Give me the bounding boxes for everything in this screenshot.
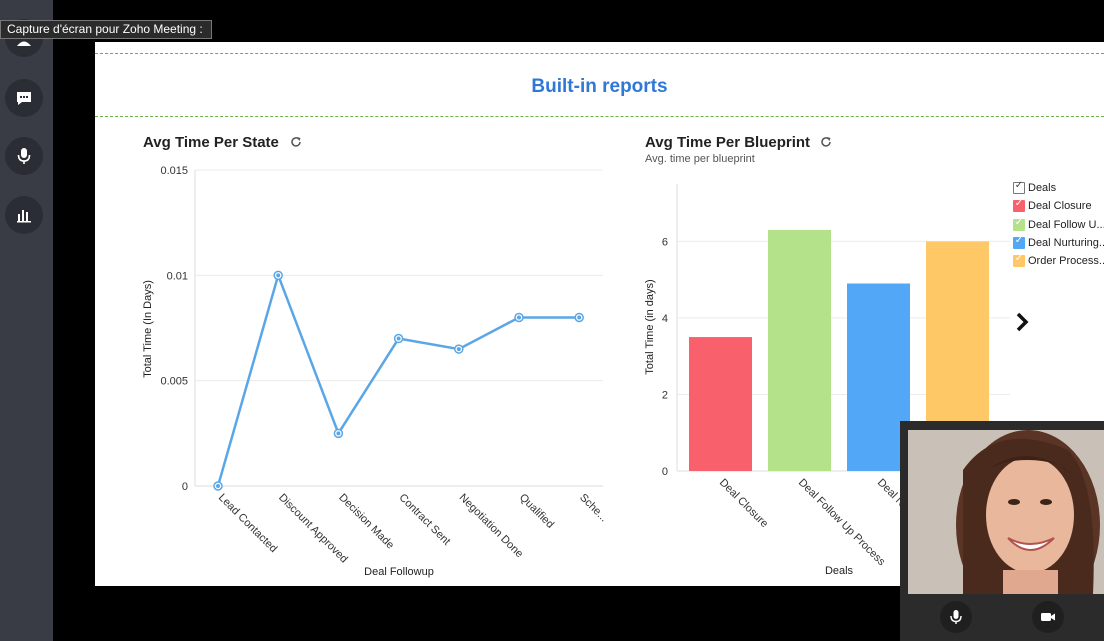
chart-subtitle: Avg. time per blueprint [645, 153, 755, 165]
x-tick-label: Negotiation Done [457, 492, 526, 561]
bar [768, 229, 831, 471]
legend-checkbox[interactable]: ✓ [1013, 253, 1025, 268]
y-tick-label: 2 [662, 389, 668, 401]
legend-item[interactable]: ✓ Deal Nurturing... [1013, 234, 1104, 252]
poll-icon [17, 210, 31, 223]
data-point-core [456, 347, 461, 352]
y-tick-label: 4 [662, 313, 668, 325]
bottom-divider [95, 116, 1104, 117]
chat-icon [17, 92, 31, 105]
x-tick-label: Deal Closure [717, 477, 770, 530]
y-tick-label: 0.01 [167, 270, 188, 282]
camera-icon [1041, 613, 1055, 621]
video-tile [900, 421, 1104, 641]
y-tick-label: 0 [662, 466, 668, 478]
legend-item[interactable]: ✓ Deal Follow U... [1013, 216, 1104, 234]
bar [689, 337, 752, 471]
x-tick-label: Discount Approved [276, 492, 350, 566]
chevron-right-icon[interactable] [1014, 312, 1030, 332]
video-mic-button[interactable] [940, 601, 972, 633]
check-icon: ✓ [1014, 180, 1024, 192]
data-point-core [396, 336, 401, 341]
legend-checkbox[interactable]: ✓ [1013, 198, 1025, 213]
microphone-button[interactable] [5, 137, 43, 175]
video-camera-button[interactable] [1032, 601, 1064, 633]
x-tick-label: Contract Sent [396, 492, 452, 548]
poll-button[interactable] [5, 196, 43, 234]
participant-video [908, 430, 1104, 594]
legend-checkbox[interactable]: ✓ [1013, 235, 1025, 250]
legend-item[interactable]: ✓ Deals [1013, 179, 1104, 197]
legend-checkbox[interactable]: ✓ [1013, 216, 1025, 231]
chart-title-avg-time-per-state: Avg Time Per State [143, 134, 279, 151]
bar [847, 283, 910, 471]
participant-photo [908, 430, 1104, 594]
refresh-icon[interactable] [819, 135, 833, 149]
top-divider [95, 53, 1104, 54]
y-tick-label: 0 [182, 481, 188, 493]
chart-title-avg-time-per-blueprint: Avg Time Per Blueprint [645, 134, 811, 151]
legend-label: Deal Closure [1028, 200, 1092, 213]
check-icon: ✓ [1014, 198, 1024, 210]
y-tick-label: 0.005 [160, 376, 188, 388]
x-tick-label: Sche... [577, 492, 610, 525]
x-tick-label: Decision Made [336, 492, 396, 552]
chat-button[interactable] [5, 79, 43, 117]
legend-label: Deals [1028, 182, 1057, 195]
refresh-icon[interactable] [289, 135, 303, 149]
y-axis-label: Total Time (in days) [644, 279, 656, 374]
check-icon: ✓ [1014, 216, 1024, 228]
legend-item[interactable]: ✓ Order Process... [1013, 252, 1104, 270]
data-point-core [216, 484, 220, 488]
y-tick-label: 0.015 [160, 165, 188, 177]
page-title: Built-in reports [531, 76, 668, 97]
x-axis-label: Deal Followup [364, 566, 434, 578]
microphone-icon [17, 148, 31, 164]
x-tick-label: Lead Contacted [216, 492, 279, 555]
data-point-core [577, 315, 582, 320]
chart-legend: ✓ Deals ✓ Deal Closure ✓ Deal Follow U... ✓ Dea… [1013, 179, 1104, 270]
data-point-core [276, 273, 281, 278]
check-icon: ✓ [1014, 253, 1024, 265]
check-icon: ✓ [1014, 235, 1024, 247]
x-axis-label: Deals [825, 565, 854, 577]
screen-share-tooltip: Capture d'écran pour Zoho Meeting : [0, 20, 212, 39]
x-tick-label: Qualified [517, 492, 556, 531]
y-tick-label: 6 [662, 236, 668, 248]
legend-label: Deal Follow U... [1028, 218, 1104, 231]
data-point-core [336, 431, 341, 436]
microphone-icon [950, 610, 962, 624]
meeting-sidebar [0, 0, 53, 641]
legend-label: Order Process... [1028, 255, 1104, 268]
legend-checkbox[interactable]: ✓ [1013, 180, 1025, 195]
data-point-core [517, 315, 521, 320]
legend-item[interactable]: ✓ Deal Closure [1013, 197, 1104, 215]
x-tick-label: Deal Follow Up Process [796, 477, 888, 569]
y-axis-label: Total Time (In Days) [142, 280, 154, 378]
legend-label: Deal Nurturing... [1028, 237, 1104, 250]
